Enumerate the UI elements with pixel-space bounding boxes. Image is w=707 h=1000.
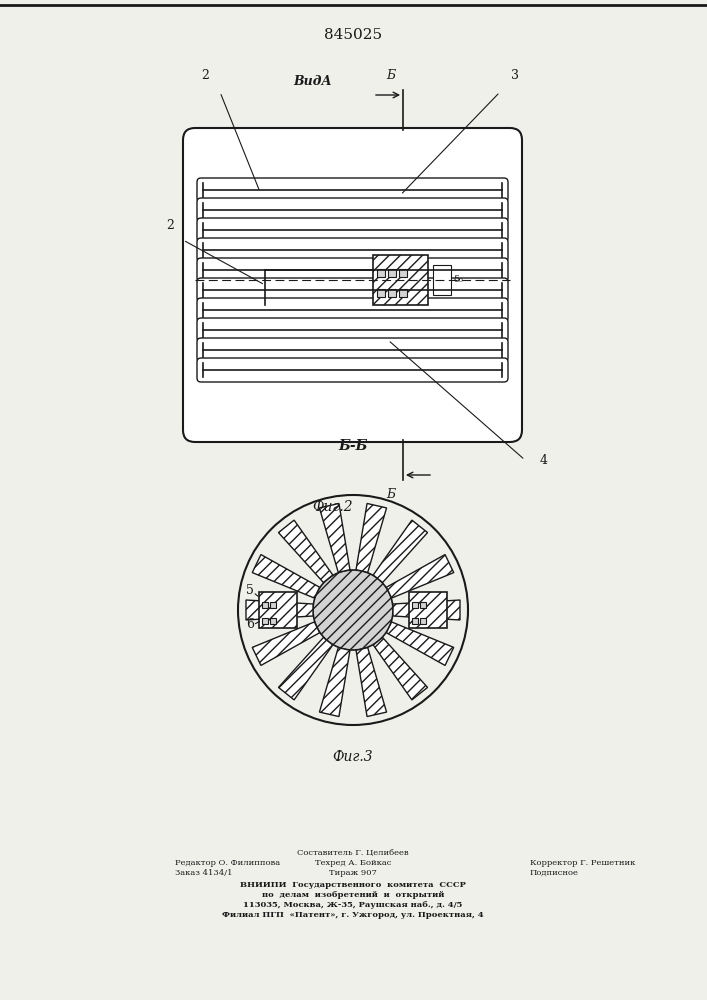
Text: Заказ 4134/1: Заказ 4134/1 (175, 869, 233, 877)
Text: ВНИИПИ  Государственного  комитета  СССР: ВНИИПИ Государственного комитета СССР (240, 881, 466, 889)
FancyBboxPatch shape (197, 318, 508, 342)
Text: Б-Б: Б-Б (338, 439, 368, 453)
Text: 845025: 845025 (324, 28, 382, 42)
Text: 4: 4 (540, 454, 548, 466)
FancyBboxPatch shape (197, 358, 508, 382)
Polygon shape (373, 520, 428, 582)
Bar (373, 255, 428, 305)
Bar (262, 618, 268, 624)
Text: Филиал ПГП  «Патент», г. Ужгород, ул. Проектная, 4: Филиал ПГП «Патент», г. Ужгород, ул. Про… (222, 911, 484, 919)
Polygon shape (393, 600, 460, 620)
Polygon shape (387, 622, 454, 665)
Polygon shape (387, 555, 454, 598)
Text: Б: Б (387, 488, 395, 501)
Text: 113035, Москва, Ж-35, Раушская наб., д. 4/5: 113035, Москва, Ж-35, Раушская наб., д. … (243, 901, 462, 909)
Text: Фиг.2: Фиг.2 (312, 500, 354, 514)
Bar (409, 592, 447, 628)
Text: 6: 6 (246, 618, 254, 632)
Text: Составитель Г. Целибеев: Составитель Г. Целибеев (297, 849, 409, 857)
Bar (388, 269, 396, 277)
Text: 3: 3 (511, 69, 519, 82)
Bar (409, 592, 447, 628)
Bar (420, 602, 426, 608)
Polygon shape (252, 555, 320, 598)
Circle shape (313, 570, 393, 650)
Bar (433, 265, 451, 295)
FancyBboxPatch shape (197, 238, 508, 262)
Polygon shape (279, 520, 333, 582)
Bar (412, 618, 418, 624)
Polygon shape (320, 503, 350, 572)
FancyBboxPatch shape (197, 178, 508, 202)
Text: δ₀: δ₀ (454, 275, 464, 284)
Text: Б: Б (387, 69, 395, 82)
Bar (259, 592, 297, 628)
Bar (412, 602, 418, 608)
Bar (420, 618, 426, 624)
Text: 2: 2 (166, 219, 174, 232)
Bar (373, 255, 428, 305)
Bar (399, 289, 407, 297)
FancyBboxPatch shape (197, 198, 508, 222)
Polygon shape (356, 503, 387, 572)
Bar (259, 592, 297, 628)
Text: 5: 5 (246, 584, 254, 596)
Bar (262, 602, 268, 608)
FancyBboxPatch shape (197, 338, 508, 362)
Bar (270, 602, 276, 608)
Text: по  делам  изобретений  и  открытий: по делам изобретений и открытий (262, 891, 444, 899)
FancyBboxPatch shape (183, 128, 522, 442)
Bar (388, 289, 396, 297)
FancyBboxPatch shape (197, 278, 508, 302)
Bar (399, 269, 407, 277)
Text: ВидА: ВидА (293, 75, 332, 88)
Polygon shape (320, 648, 350, 717)
FancyBboxPatch shape (197, 218, 508, 242)
Text: Фиг.3: Фиг.3 (333, 750, 373, 764)
Polygon shape (373, 638, 428, 700)
Polygon shape (356, 648, 387, 717)
Bar (377, 289, 385, 297)
Bar (270, 618, 276, 624)
Text: Редактор О. Филиппова: Редактор О. Филиппова (175, 859, 280, 867)
Polygon shape (252, 622, 320, 665)
Text: Техред А. Бойкас: Техред А. Бойкас (315, 859, 391, 867)
Bar (377, 269, 385, 277)
Text: 2: 2 (201, 69, 209, 82)
FancyBboxPatch shape (197, 258, 508, 282)
Polygon shape (279, 638, 333, 700)
Text: Тираж 907: Тираж 907 (329, 869, 377, 877)
Polygon shape (246, 600, 313, 620)
Text: Подписное: Подписное (530, 869, 579, 877)
Text: Корректор Г. Решетник: Корректор Г. Решетник (530, 859, 636, 867)
FancyBboxPatch shape (197, 298, 508, 322)
